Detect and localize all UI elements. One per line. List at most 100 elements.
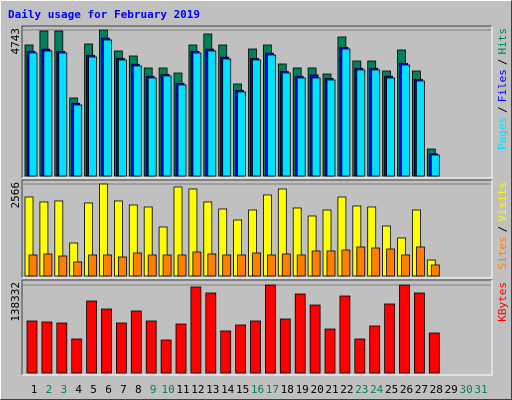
legend: Pages / Files / Hits [496,28,509,150]
panel-bevel [22,180,493,279]
bar [132,252,142,277]
bar [309,304,321,374]
panel-bevel [22,26,493,179]
bar [281,253,291,277]
bar [296,254,306,277]
x-tick-label: 11 [176,383,189,396]
x-tick-label: 2 [46,383,53,396]
bar [401,254,410,277]
bar [296,77,306,177]
panel-bevel [21,279,492,375]
bar [130,310,142,374]
bar [222,254,232,277]
bar [220,330,232,374]
bar [371,69,381,177]
x-tick-label: 20 [310,383,323,396]
bar [73,104,83,177]
bar [339,295,351,374]
x-tick-label: 12 [191,383,204,396]
bar [371,247,381,277]
bar [71,338,83,374]
panel-bevel [21,25,492,178]
bar [43,50,53,177]
x-tick-label: 1 [31,383,38,396]
bar [399,284,410,374]
legend-entry: Visits [496,182,509,222]
bar [103,254,112,277]
x-tick-label: 29 [445,383,458,396]
x-tick-label: 13 [206,383,219,396]
legend: Sites / Visits [496,182,509,270]
x-tick-label: 16 [251,383,264,396]
x-tick-label: 27 [415,383,428,396]
bar [264,284,276,374]
bar [116,322,127,374]
x-tick-label: 4 [75,383,82,396]
bar [235,324,247,374]
bar [177,84,187,177]
bar [324,328,336,374]
x-tick-label: 8 [135,383,142,396]
legend-separator: / [496,59,509,66]
bar [386,77,396,177]
x-tick-label: 10 [161,383,174,396]
x-tick-label: 31 [474,383,487,396]
x-tick-label: 23 [355,383,368,396]
bar [177,254,187,277]
bar [294,293,306,374]
y-tick-label: 4743 [9,28,22,55]
bar [401,64,410,177]
bar [356,246,366,277]
chart-title: Daily usage for February 2019 [8,8,200,21]
bar [207,253,217,277]
x-tick-label: 14 [221,383,235,396]
bar [356,69,366,177]
bar [118,59,127,177]
bar [145,320,157,374]
bar [354,338,366,374]
bar [118,256,127,277]
x-tick-label: 7 [120,383,127,396]
bar [88,254,97,277]
x-tick-label: 18 [281,383,294,396]
bar [384,303,396,374]
bar [415,80,425,177]
bar [147,254,157,277]
x-tick-label: 15 [236,383,249,396]
y-tick-label: 138332 [9,282,22,322]
legend-entry: Pages [496,117,509,150]
bar [428,332,440,374]
bar [86,300,97,374]
bar [192,251,202,277]
bar [162,254,172,277]
x-tick-label: 19 [296,383,309,396]
bar [341,249,351,277]
bar [222,58,232,177]
legend-entry: KBytes [496,282,509,322]
bar [28,52,38,177]
legend-entry: Files [496,69,509,102]
bar [430,154,440,177]
legend-entry: Sites [496,236,509,269]
legend-separator: / [496,106,509,113]
x-tick-label: 6 [105,383,112,396]
x-tick-label: 25 [385,383,398,396]
bar [101,308,112,374]
bar [369,325,381,374]
x-tick-label: 9 [150,383,157,396]
bar [28,254,38,277]
x-tick-label: 3 [60,383,67,396]
bar [341,48,351,177]
bar [147,77,157,177]
panel-bevel [22,280,493,376]
bar [88,56,97,177]
bar [430,264,440,277]
bar [132,65,142,177]
bar [162,75,172,177]
bar [252,59,261,177]
bar [326,79,336,177]
bar [326,250,336,277]
legend-entry: Hits [496,28,509,55]
